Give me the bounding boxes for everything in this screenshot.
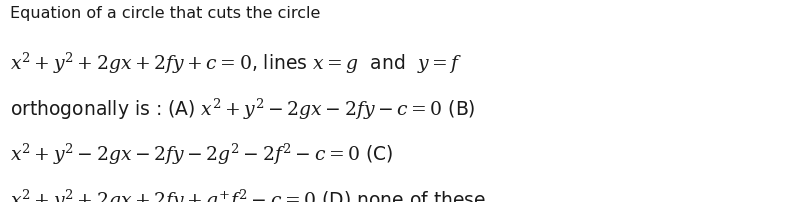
Text: $x^2 + y^2 - 2gx - 2fy - 2g^2 - 2f^2 - c = 0$ (C): $x^2 + y^2 - 2gx - 2fy - 2g^2 - 2f^2 - c…	[10, 141, 394, 167]
Text: $x^2 + y^2 + 2gx + 2fy + c = 0$, lines $x = g$  and  $y = f$: $x^2 + y^2 + 2gx + 2fy + c = 0$, lines $…	[10, 50, 462, 76]
Text: Equation of a circle that cuts the circle: Equation of a circle that cuts the circl…	[10, 6, 321, 21]
Text: orthogonally is : (A) $x^2 + y^2 - 2gx - 2fy - c = 0$ (B): orthogonally is : (A) $x^2 + y^2 - 2gx -…	[10, 97, 476, 122]
Text: $x^2 + y^2 + 2gx + 2fy + g^{+}f^2 - c = 0$ (D) none of these: $x^2 + y^2 + 2gx + 2fy + g^{+}f^2 - c = …	[10, 188, 486, 202]
